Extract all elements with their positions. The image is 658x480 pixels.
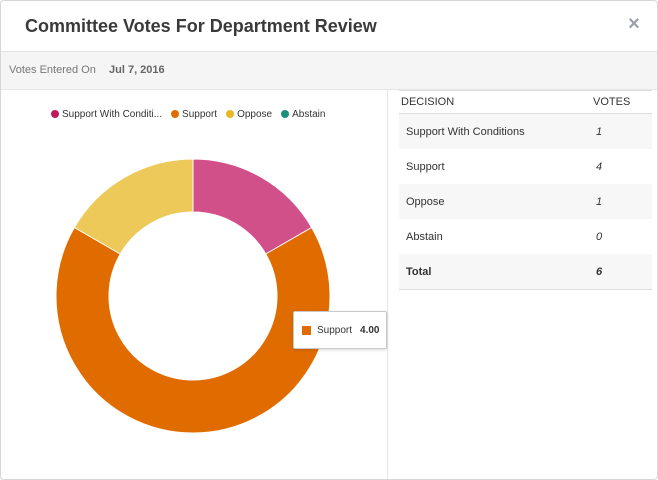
legend-label: Support (182, 108, 218, 120)
votes-value: 0 (595, 230, 603, 243)
votes-value: 4 (595, 160, 603, 173)
close-icon[interactable]: × (628, 13, 640, 35)
legend-dot-icon (51, 110, 59, 118)
table-row: Abstain 0 (399, 219, 652, 254)
total-label: Total (399, 254, 593, 290)
votes-cell: 4 (593, 149, 652, 184)
decision-cell: Oppose (399, 184, 593, 219)
modal-title: Committee Votes For Department Review (25, 16, 377, 36)
votes-cell: 1 (593, 184, 652, 219)
legend-item-abstain[interactable]: Abstain (281, 109, 325, 120)
chart-tooltip: Support 4.00 (293, 311, 387, 349)
legend-label: Support With Conditi... (62, 108, 163, 120)
legend-label: Oppose (237, 108, 273, 120)
chart-legend: Support With Conditi... Support Oppose A… (51, 107, 334, 121)
header-votes: VOTES (593, 90, 652, 114)
legend-item-support-with-conditions[interactable]: Support With Conditi... (51, 109, 162, 120)
decision-cell: Abstain (406, 230, 443, 243)
total-value: 6 (595, 265, 603, 278)
decision-cell: Support (406, 160, 445, 173)
votes-cell: 1 (593, 113, 652, 149)
donut-slice-support[interactable] (55, 226, 331, 434)
donut-slice-oppose[interactable] (73, 158, 194, 255)
votes-entered-label: Votes Entered On (9, 64, 96, 76)
legend-item-oppose[interactable]: Oppose (226, 109, 272, 120)
legend-item-support[interactable]: Support (171, 109, 217, 120)
modal-header: Committee Votes For Department Review × (1, 1, 657, 52)
info-bar: Votes Entered On Jul 7, 2016 (1, 52, 657, 90)
tooltip-label: Support (317, 324, 353, 336)
table-row: Support With Conditions 1 (399, 113, 652, 149)
decision-cell: Support With Conditions (399, 113, 593, 149)
table-header-row: DECISION VOTES (399, 90, 652, 114)
legend-dot-icon (226, 110, 235, 118)
votes-value: 1 (595, 125, 603, 138)
tooltip-swatch-icon (302, 325, 311, 335)
chart-panel: Support With Conditi... Support Oppose A… (1, 90, 388, 479)
table-row: Oppose 1 (399, 184, 652, 219)
table-row: Support 4 (399, 149, 652, 184)
donut-chart (55, 158, 331, 434)
votes-cell: 0 (593, 219, 652, 254)
legend-dot-icon (281, 110, 290, 118)
legend-label: Abstain (292, 108, 326, 120)
votes-entered-date: Jul 7, 2016 (109, 64, 165, 76)
header-decision: DECISION (399, 90, 593, 114)
votes-table: DECISION VOTES Support With Conditions 1… (399, 90, 652, 290)
votes-table-panel: DECISION VOTES Support With Conditions 1… (399, 90, 652, 290)
table-total-row: Total 6 (399, 254, 652, 290)
legend-dot-icon (171, 110, 180, 118)
tooltip-value: 4.00 (360, 324, 380, 336)
votes-value: 1 (595, 195, 603, 208)
total-cell: 6 (593, 254, 652, 290)
